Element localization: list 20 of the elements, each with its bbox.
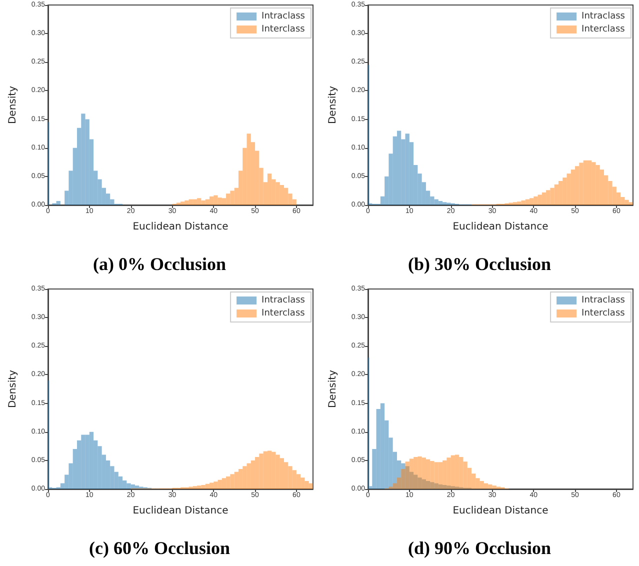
text: (c) 60% Occlusion — [89, 538, 230, 558]
legend-label: Interclass — [262, 308, 306, 318]
legend-label: Interclass — [262, 24, 306, 34]
x-axis-title: Euclidean Distance — [452, 506, 548, 516]
y-axis-title: Density — [8, 370, 18, 408]
text: (d) 90% Occlusion — [408, 538, 552, 558]
legend-label: Intraclass — [262, 12, 306, 22]
text: (b) 30% Occlusion — [408, 254, 552, 274]
legend-label: Interclass — [582, 24, 626, 34]
legend-label: Intraclass — [582, 296, 626, 306]
x-axis-title: Euclidean Distance — [132, 506, 228, 516]
legend-label: Interclass — [582, 308, 626, 318]
text: (a) 0% Occlusion — [93, 254, 226, 274]
x-axis-title: Euclidean Distance — [132, 222, 228, 232]
x-axis-title: Euclidean Distance — [452, 222, 548, 232]
y-axis-title: Density — [8, 86, 18, 124]
legend-label: Intraclass — [262, 296, 306, 306]
legend-label: Intraclass — [582, 12, 626, 22]
y-axis-title: Density — [328, 370, 338, 408]
y-axis-title: Density — [328, 86, 338, 124]
